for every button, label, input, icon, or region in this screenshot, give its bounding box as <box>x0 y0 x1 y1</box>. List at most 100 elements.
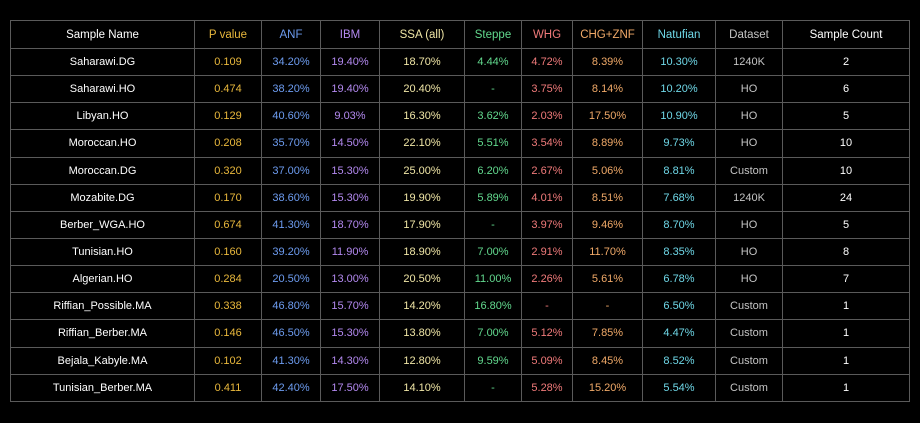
cell-whg: 5.28% <box>521 373 573 403</box>
column-header-name: Sample Name <box>10 20 195 49</box>
table-row: Tunisian_Berber.MA 0.411 42.40% 17.50% 14.10… <box>10 373 910 403</box>
cell-nat: 4.47% <box>642 319 716 348</box>
cell-steppe: 7.00% <box>464 319 522 348</box>
cell-chg: 8.51% <box>572 183 643 212</box>
cell-chg: 9.46% <box>572 210 643 239</box>
cell-p: 0.208 <box>194 129 262 158</box>
cell-name: Tunisian.HO <box>10 237 195 267</box>
table-row: Saharawi.DG 0.109 34.20% 19.40% 18.70% 4.44% 4… <box>10 47 910 77</box>
cell-ds: HO <box>715 210 783 239</box>
table-row: Tunisian.HO 0.160 39.20% 11.90% 18.90% 7.00% 2… <box>10 237 910 267</box>
cell-cnt: 1 <box>782 346 910 375</box>
cell-steppe: 5.51% <box>464 129 522 158</box>
cell-ssa: 14.20% <box>379 292 465 321</box>
cell-name: Moroccan.DG <box>10 156 195 185</box>
cell-name: Mozabite.DG <box>10 183 195 212</box>
cell-steppe: - <box>464 210 522 239</box>
column-header-cnt: Sample Count <box>782 20 910 49</box>
cell-nat: 10.30% <box>642 47 716 77</box>
cell-steppe: - <box>464 373 522 403</box>
cell-cnt: 1 <box>782 292 910 321</box>
cell-steppe: 3.62% <box>464 102 522 131</box>
cell-steppe: 7.00% <box>464 237 522 267</box>
cell-whg: 2.67% <box>521 156 573 185</box>
cell-chg: 15.20% <box>572 373 643 403</box>
cell-ssa: 25.00% <box>379 156 465 185</box>
cell-whg: 2.91% <box>521 237 573 267</box>
cell-ibm: 13.00% <box>320 265 380 294</box>
column-header-anf: ANF <box>261 20 321 49</box>
cell-p: 0.411 <box>194 373 262 403</box>
table-row: Mozabite.DG 0.170 38.60% 15.30% 19.90% 5.89% 4… <box>10 183 910 212</box>
table-row: Moroccan.HO 0.208 35.70% 14.50% 22.10% 5.51% 3… <box>10 129 910 158</box>
column-header-ds: Dataset <box>715 20 783 49</box>
ancestry-table: Sample Name P value ANF IBM SSA (all) Steppe W… <box>10 20 910 403</box>
cell-whg: 5.09% <box>521 346 573 375</box>
cell-chg: 5.06% <box>572 156 643 185</box>
cell-ssa: 16.30% <box>379 102 465 131</box>
column-header-ssa: SSA (all) <box>379 20 465 49</box>
cell-anf: 41.30% <box>261 346 321 375</box>
cell-cnt: 8 <box>782 237 910 267</box>
cell-name: Bejala_Kabyle.MA <box>10 346 195 375</box>
cell-nat: 6.78% <box>642 265 716 294</box>
column-header-nat: Natufian <box>642 20 716 49</box>
cell-ssa: 17.90% <box>379 210 465 239</box>
cell-ssa: 18.90% <box>379 237 465 267</box>
cell-ibm: 17.50% <box>320 373 380 403</box>
cell-steppe: 9.59% <box>464 346 522 375</box>
cell-nat: 9.73% <box>642 129 716 158</box>
cell-p: 0.102 <box>194 346 262 375</box>
cell-ds: 1240K <box>715 47 783 77</box>
cell-ssa: 20.40% <box>379 75 465 104</box>
column-header-ibm: IBM <box>320 20 380 49</box>
cell-anf: 35.70% <box>261 129 321 158</box>
cell-p: 0.284 <box>194 265 262 294</box>
cell-anf: 46.50% <box>261 319 321 348</box>
cell-anf: 40.60% <box>261 102 321 131</box>
cell-ds: HO <box>715 265 783 294</box>
cell-ssa: 18.70% <box>379 47 465 77</box>
cell-chg: 7.85% <box>572 319 643 348</box>
cell-ds: 1240K <box>715 183 783 212</box>
cell-nat: 8.70% <box>642 210 716 239</box>
cell-anf: 34.20% <box>261 47 321 77</box>
table-row: Saharawi.HO 0.474 38.20% 19.40% 20.40% -3.75%… <box>10 75 910 104</box>
cell-steppe: - <box>464 75 522 104</box>
cell-whg: 2.26% <box>521 265 573 294</box>
cell-anf: 20.50% <box>261 265 321 294</box>
cell-p: 0.146 <box>194 319 262 348</box>
cell-ds: Custom <box>715 319 783 348</box>
cell-chg: 5.61% <box>572 265 643 294</box>
cell-ibm: 15.70% <box>320 292 380 321</box>
cell-name: Libyan.HO <box>10 102 195 131</box>
cell-p: 0.338 <box>194 292 262 321</box>
cell-nat: 8.35% <box>642 237 716 267</box>
cell-nat: 10.20% <box>642 75 716 104</box>
cell-chg: 11.70% <box>572 237 643 267</box>
cell-nat: 10.90% <box>642 102 716 131</box>
cell-steppe: 11.00% <box>464 265 522 294</box>
cell-chg: 8.89% <box>572 129 643 158</box>
cell-name: Algerian.HO <box>10 265 195 294</box>
cell-nat: 5.54% <box>642 373 716 403</box>
cell-p: 0.129 <box>194 102 262 131</box>
cell-nat: 7.68% <box>642 183 716 212</box>
cell-ds: Custom <box>715 346 783 375</box>
cell-ssa: 14.10% <box>379 373 465 403</box>
cell-ibm: 11.90% <box>320 237 380 267</box>
cell-ds: Custom <box>715 373 783 403</box>
cell-p: 0.674 <box>194 210 262 239</box>
cell-nat: 8.81% <box>642 156 716 185</box>
cell-nat: 8.52% <box>642 346 716 375</box>
cell-name: Riffian_Berber.MA <box>10 319 195 348</box>
table-row: Berber_WGA.HO 0.674 41.30% 18.70% 17.90% -3.9… <box>10 210 910 239</box>
cell-chg: 8.45% <box>572 346 643 375</box>
cell-ibm: 15.30% <box>320 183 380 212</box>
table-row: Algerian.HO 0.284 20.50% 13.00% 20.50% 11.00%… <box>10 265 910 294</box>
cell-p: 0.320 <box>194 156 262 185</box>
cell-ds: HO <box>715 75 783 104</box>
cell-ibm: 19.40% <box>320 47 380 77</box>
cell-anf: 39.20% <box>261 237 321 267</box>
cell-name: Berber_WGA.HO <box>10 210 195 239</box>
